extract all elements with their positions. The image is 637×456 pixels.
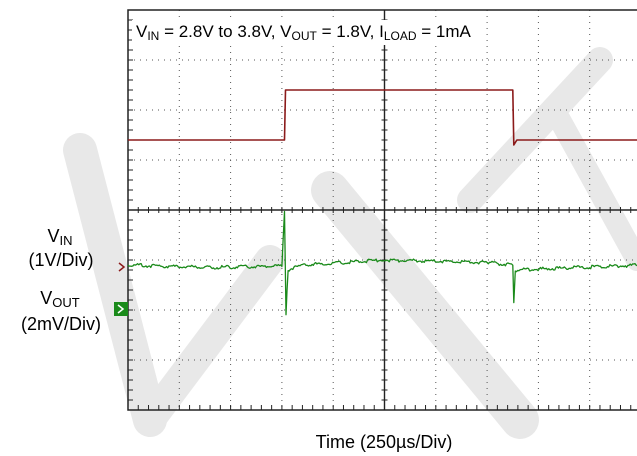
annotation-background	[132, 20, 476, 45]
trace-vin	[128, 89, 637, 146]
watermark-strokes	[63, 47, 637, 439]
vin-marker-icon	[118, 262, 126, 272]
channel-label-vout: VOUT	[40, 288, 80, 310]
channel-scale-vin: (1V/Div)	[28, 250, 93, 270]
trace-vout	[127, 210, 637, 316]
x-axis-label: Time (250µs/Div)	[316, 432, 453, 452]
labels: VIN = 2.8V to 3.8V, VOUT = 1.8V, ILOAD =…	[21, 20, 476, 452]
channel-label-vin: VIN	[47, 226, 72, 248]
plot-frame	[127, 9, 637, 411]
vout-marker-arrow-icon	[117, 304, 125, 314]
condition-annotation: VIN = 2.8V to 3.8V, VOUT = 1.8V, ILOAD =…	[136, 22, 472, 43]
vout-ground-marker-icon	[114, 302, 128, 316]
graticule	[127, 9, 637, 411]
traces	[127, 89, 637, 316]
channel-scale-vout: (2mV/Div)	[21, 314, 101, 334]
